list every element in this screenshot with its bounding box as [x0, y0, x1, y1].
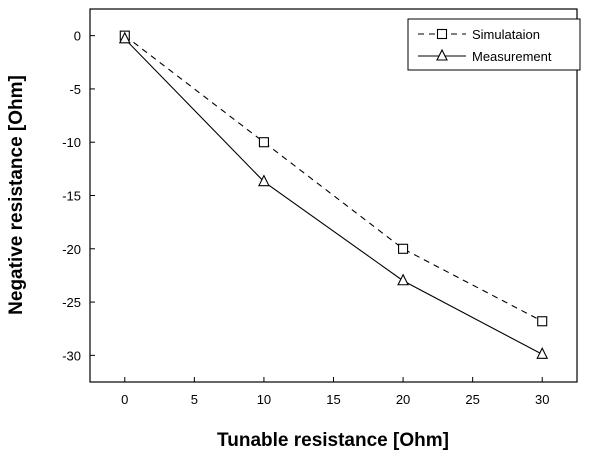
- legend-box: [407, 18, 581, 71]
- data-point: [258, 137, 269, 148]
- x-tick-label: 15: [326, 392, 340, 407]
- legend-items: Simulataion Measurement: [418, 27, 552, 64]
- data-point: [398, 243, 409, 254]
- y-axis-title: Negative resistance [Ohm]: [6, 75, 27, 315]
- y-tick-label: -5: [69, 82, 81, 97]
- x-tick-label: 20: [396, 392, 410, 407]
- x-axis-title: Tunable resistance [Ohm]: [217, 430, 449, 451]
- data-point: [537, 316, 548, 327]
- series-line: [124, 35, 543, 322]
- x-tick-label: 0: [121, 392, 128, 407]
- y-axis-ticks: 0 -5 -10 -15 -20 -25 -30: [62, 29, 95, 363]
- legend-item: Measurement: [418, 48, 552, 64]
- legend-marker: [436, 28, 448, 40]
- legend-marker: [436, 48, 448, 61]
- x-tick-label: 5: [191, 392, 198, 407]
- x-tick-label: 25: [465, 392, 479, 407]
- x-tick-label: 30: [535, 392, 549, 407]
- legend-label: Measurement: [472, 49, 552, 64]
- series-line: [124, 38, 543, 355]
- series-measurement: [118, 31, 549, 359]
- data-point: [118, 31, 131, 44]
- y-tick-label: 0: [74, 29, 81, 44]
- legend: Simulataion Measurement: [407, 18, 581, 71]
- y-tick-label: -25: [62, 295, 81, 310]
- data-point: [397, 273, 409, 286]
- legend-item: Simulataion: [418, 27, 540, 42]
- y-tick-label: -15: [62, 189, 81, 204]
- y-tick-label: -20: [62, 242, 81, 257]
- y-tick-label: -10: [62, 135, 81, 150]
- series-simulation: [119, 30, 548, 327]
- data-point: [536, 347, 549, 359]
- y-tick-label: -30: [62, 348, 81, 363]
- x-tick-label: 10: [257, 392, 271, 407]
- legend-label: Simulataion: [472, 27, 540, 42]
- data-point: [258, 174, 270, 187]
- x-axis-ticks: 0 5 10 15 20 25 30: [121, 377, 549, 407]
- series-layer: [118, 30, 549, 359]
